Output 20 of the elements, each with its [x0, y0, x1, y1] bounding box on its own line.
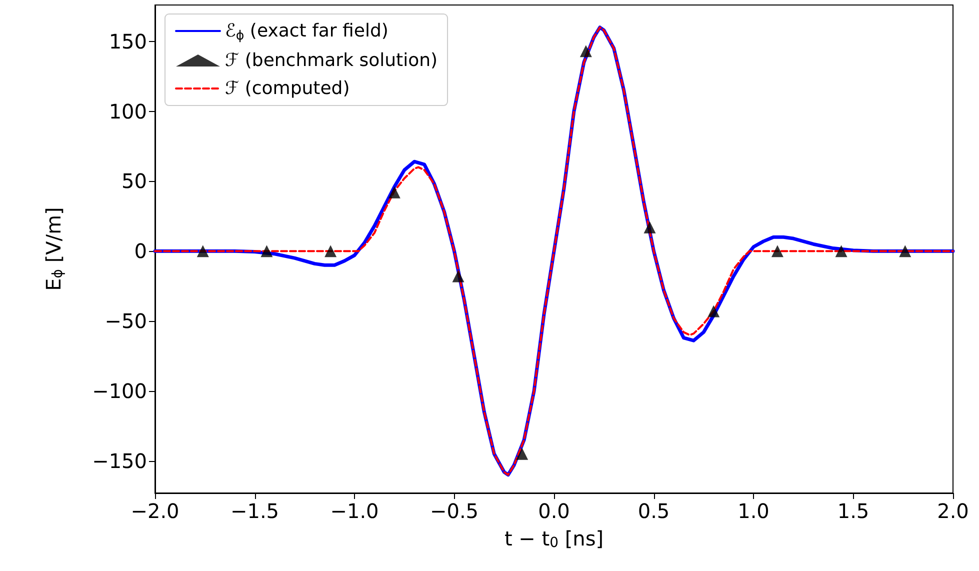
x-tick-label: 0.5 [638, 499, 670, 523]
x-tick-label: 0.0 [538, 499, 570, 523]
x-axis-title: t − t0 [ns] [504, 526, 604, 551]
y-axis-title: Eϕ [V/m] [42, 207, 66, 291]
y-tick-label: −50 [104, 309, 147, 334]
y-tick-label: 150 [108, 29, 147, 54]
x-tick-label: 1.0 [738, 499, 770, 523]
y-tick-label: −100 [92, 378, 147, 403]
x-tick-label: −1.5 [230, 499, 280, 523]
x-tick-label: −1.0 [330, 499, 379, 523]
y-tick-label: −150 [92, 448, 147, 473]
y-tick-label: 50 [122, 169, 147, 194]
x-tick-label: −2.0 [130, 499, 180, 523]
legend-label: ℱ (computed) [225, 78, 350, 100]
x-tick-label: 1.5 [837, 499, 870, 523]
x-tick-label: 2.0 [937, 499, 969, 523]
y-tick-label: 100 [108, 99, 147, 124]
legend-label: ℱ (benchmark solution) [225, 50, 438, 72]
y-tick-label: 0 [134, 239, 147, 264]
x-tick-label: −0.5 [430, 499, 479, 523]
